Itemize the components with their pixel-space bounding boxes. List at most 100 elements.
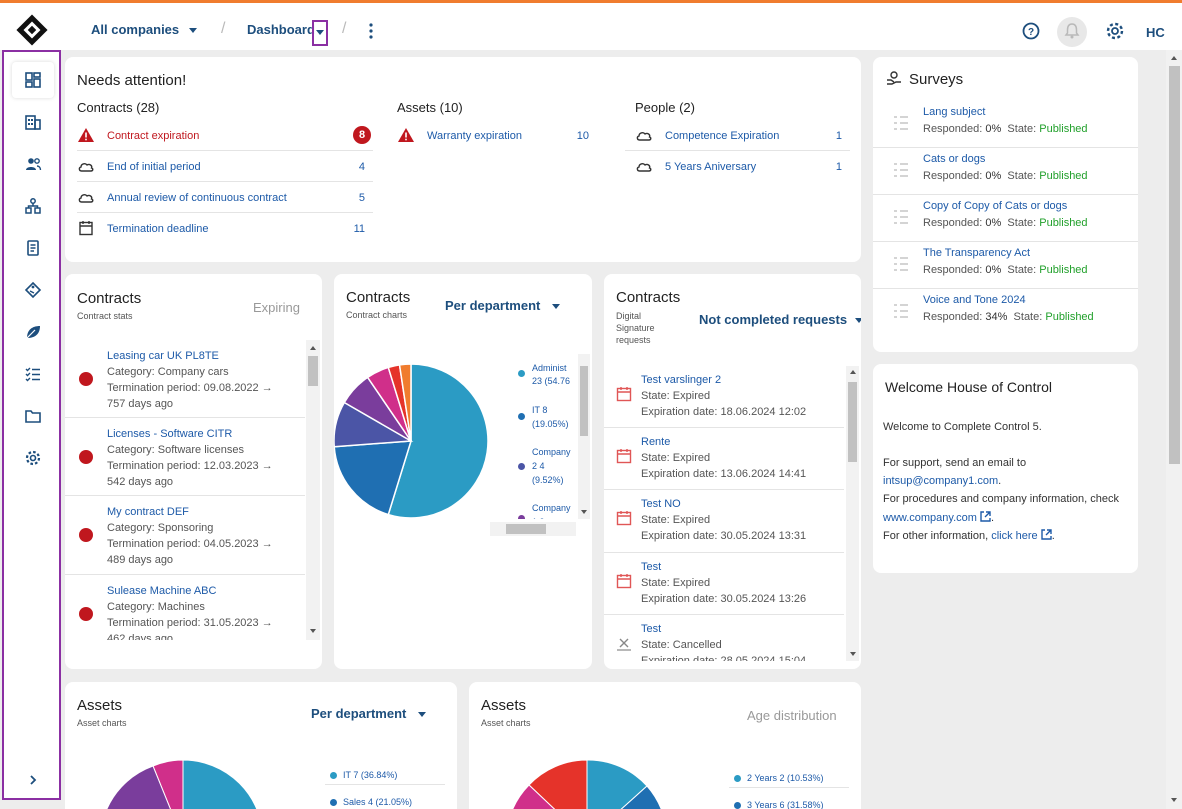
- responded-value: 34%: [985, 311, 1008, 323]
- requests-filter-dropdown[interactable]: Not completed requests: [699, 312, 861, 327]
- sidebar-expand-button[interactable]: [12, 762, 54, 798]
- scroll-down-icon[interactable]: [850, 652, 856, 656]
- legend-item[interactable]: IT 7 (36.84%): [330, 770, 397, 780]
- list-item[interactable]: Test State: Cancelled Expiration date: 2…: [604, 615, 844, 661]
- list-item[interactable]: The Transparency Act Responded: 0% State…: [873, 242, 1138, 289]
- list-item[interactable]: Test State: Expired Expiration date: 30.…: [604, 553, 844, 615]
- sidebar-item-dashboard[interactable]: [12, 62, 54, 98]
- scrollbar-thumb[interactable]: [848, 382, 857, 462]
- contract-category: Category: Sponsoring: [107, 522, 214, 534]
- request-state: State: Expired: [641, 390, 711, 402]
- list-item[interactable]: Voice and Tone 2024 Responded: 34% State…: [873, 289, 1138, 336]
- age-distribution-filter[interactable]: Age distribution: [747, 708, 837, 723]
- attention-count: 11: [353, 223, 365, 235]
- legend-item[interactable]: IT 8 (19.05%): [518, 403, 569, 431]
- attention-row[interactable]: 5 Years Aniversary 1: [625, 151, 850, 182]
- gear-icon[interactable]: [1105, 21, 1125, 41]
- responded-label: Responded:: [923, 264, 983, 276]
- list-item[interactable]: Test NO State: Expired Expiration date: …: [604, 490, 844, 553]
- scrollbar-thumb[interactable]: [308, 356, 318, 386]
- sidebar-item-organization[interactable]: [12, 188, 54, 224]
- survey-name: Lang subject: [923, 106, 986, 118]
- list-item[interactable]: Leasing car UK PL8TE Category: Company c…: [65, 340, 305, 418]
- legend-dot: [330, 772, 337, 780]
- pie-slice[interactable]: [387, 364, 489, 519]
- legend-item[interactable]: Sales 4 (21.05%): [330, 797, 412, 807]
- help-icon[interactable]: ?: [1021, 21, 1041, 41]
- more-options-icon[interactable]: [368, 23, 374, 39]
- expiring-filter[interactable]: Expiring: [253, 300, 300, 315]
- request-name: Test: [641, 561, 662, 573]
- scroll-up-icon[interactable]: [1171, 56, 1177, 60]
- assets-attention-column: Assets (10) Warranty expiration 10: [397, 100, 597, 151]
- scroll-up-icon[interactable]: [850, 370, 856, 374]
- attention-row[interactable]: Annual review of continuous contract 5: [77, 182, 373, 213]
- legend-item[interactable]: 2 Years 2 (10.53%): [734, 773, 824, 783]
- legend-dot: [330, 799, 337, 807]
- legend-item[interactable]: Company 1 3: [518, 501, 571, 519]
- sidebar-item-settings[interactable]: [12, 440, 54, 476]
- breadcrumb-separator: /: [221, 20, 226, 37]
- sidebar-item-contracts[interactable]: [12, 230, 54, 266]
- attention-row[interactable]: Competence Expiration 1: [625, 120, 850, 151]
- chevron-down-icon: [552, 304, 561, 310]
- legend-item[interactable]: 3 Years 6 (31.58%): [734, 800, 824, 809]
- sidebar-item-checklists[interactable]: [12, 356, 54, 392]
- card-title: Welcome House of Control: [885, 379, 1053, 395]
- list-item[interactable]: Cats or dogs Responded: 0% State: Publis…: [873, 148, 1138, 195]
- list-item[interactable]: Test varslinger 2 State: Expired Expirat…: [604, 366, 844, 428]
- list-item[interactable]: Rente State: Expired Expiration date: 13…: [604, 428, 844, 490]
- welcome-text: Welcome to Complete Control 5.: [883, 421, 1042, 433]
- scrollbar-thumb[interactable]: [580, 366, 588, 436]
- state-label: State:: [1007, 217, 1037, 229]
- attention-row[interactable]: End of initial period 4: [77, 151, 373, 182]
- attention-label: Warranty expiration: [427, 130, 522, 142]
- list-item[interactable]: Copy of Copy of Cats or dogs Responded: …: [873, 195, 1138, 242]
- page-scrollbar-thumb[interactable]: [1169, 66, 1180, 464]
- attention-count: 10: [576, 130, 589, 142]
- company-selector[interactable]: All companies: [91, 22, 198, 37]
- support-email-link[interactable]: intsup@company1.com: [883, 475, 999, 487]
- attention-count: 1: [835, 161, 842, 173]
- pie-slice: [586, 760, 648, 809]
- sidebar-item-assets[interactable]: [12, 272, 54, 308]
- sidebar-item-people[interactable]: [12, 146, 54, 182]
- sidebar-item-sustainability[interactable]: [12, 314, 54, 350]
- click-here-link[interactable]: click here: [991, 530, 1038, 542]
- list-icon: [894, 257, 908, 271]
- sidebar-item-documents[interactable]: [12, 398, 54, 434]
- legend-item[interactable]: Administ 23 (54.76: [518, 362, 570, 388]
- external-link-icon[interactable]: [1041, 529, 1052, 540]
- state-value: Published: [1039, 217, 1088, 229]
- scroll-up-icon[interactable]: [310, 346, 316, 350]
- external-link-icon[interactable]: [980, 511, 991, 522]
- sidebar-item-companies[interactable]: [12, 104, 54, 140]
- logo-icon[interactable]: [16, 14, 48, 46]
- scroll-down-icon[interactable]: [581, 510, 587, 514]
- dashboard-dropdown-button[interactable]: [312, 20, 328, 46]
- attention-row[interactable]: Contract expiration 8: [77, 120, 373, 151]
- pie-slice[interactable]: [334, 440, 413, 516]
- warning-icon: [398, 128, 414, 142]
- dashboard-crumb[interactable]: Dashboard: [247, 22, 315, 37]
- contract-name: My contract DEF: [107, 506, 189, 518]
- pie-slice[interactable]: [398, 364, 412, 442]
- scroll-down-icon[interactable]: [1171, 798, 1177, 802]
- attention-row[interactable]: Warranty expiration 10: [397, 120, 597, 151]
- status-dot: [79, 607, 93, 621]
- department-dropdown[interactable]: Per department: [311, 706, 427, 721]
- list-item[interactable]: My contract DEF Category: Sponsoring Ter…: [65, 496, 305, 575]
- user-avatar[interactable]: HC: [1146, 25, 1165, 40]
- company-website-link[interactable]: www.company.com: [883, 512, 977, 524]
- attention-row[interactable]: Termination deadline 11: [77, 213, 373, 244]
- list-item[interactable]: Lang subject Responded: 0% State: Publis…: [873, 101, 1138, 148]
- request-state: State: Expired: [641, 452, 711, 464]
- scrollbar-thumb[interactable]: [506, 524, 546, 534]
- scroll-down-icon[interactable]: [310, 629, 316, 633]
- scrollbar[interactable]: [306, 340, 320, 640]
- legend-item[interactable]: Company 2 4 (9.52%): [518, 445, 571, 487]
- notifications-button[interactable]: [1057, 17, 1087, 47]
- list-item[interactable]: Sulease Machine ABC Category: Machines T…: [65, 575, 305, 640]
- department-dropdown[interactable]: Per department: [445, 298, 561, 313]
- list-item[interactable]: Licenses - Software CITR Category: Softw…: [65, 418, 305, 496]
